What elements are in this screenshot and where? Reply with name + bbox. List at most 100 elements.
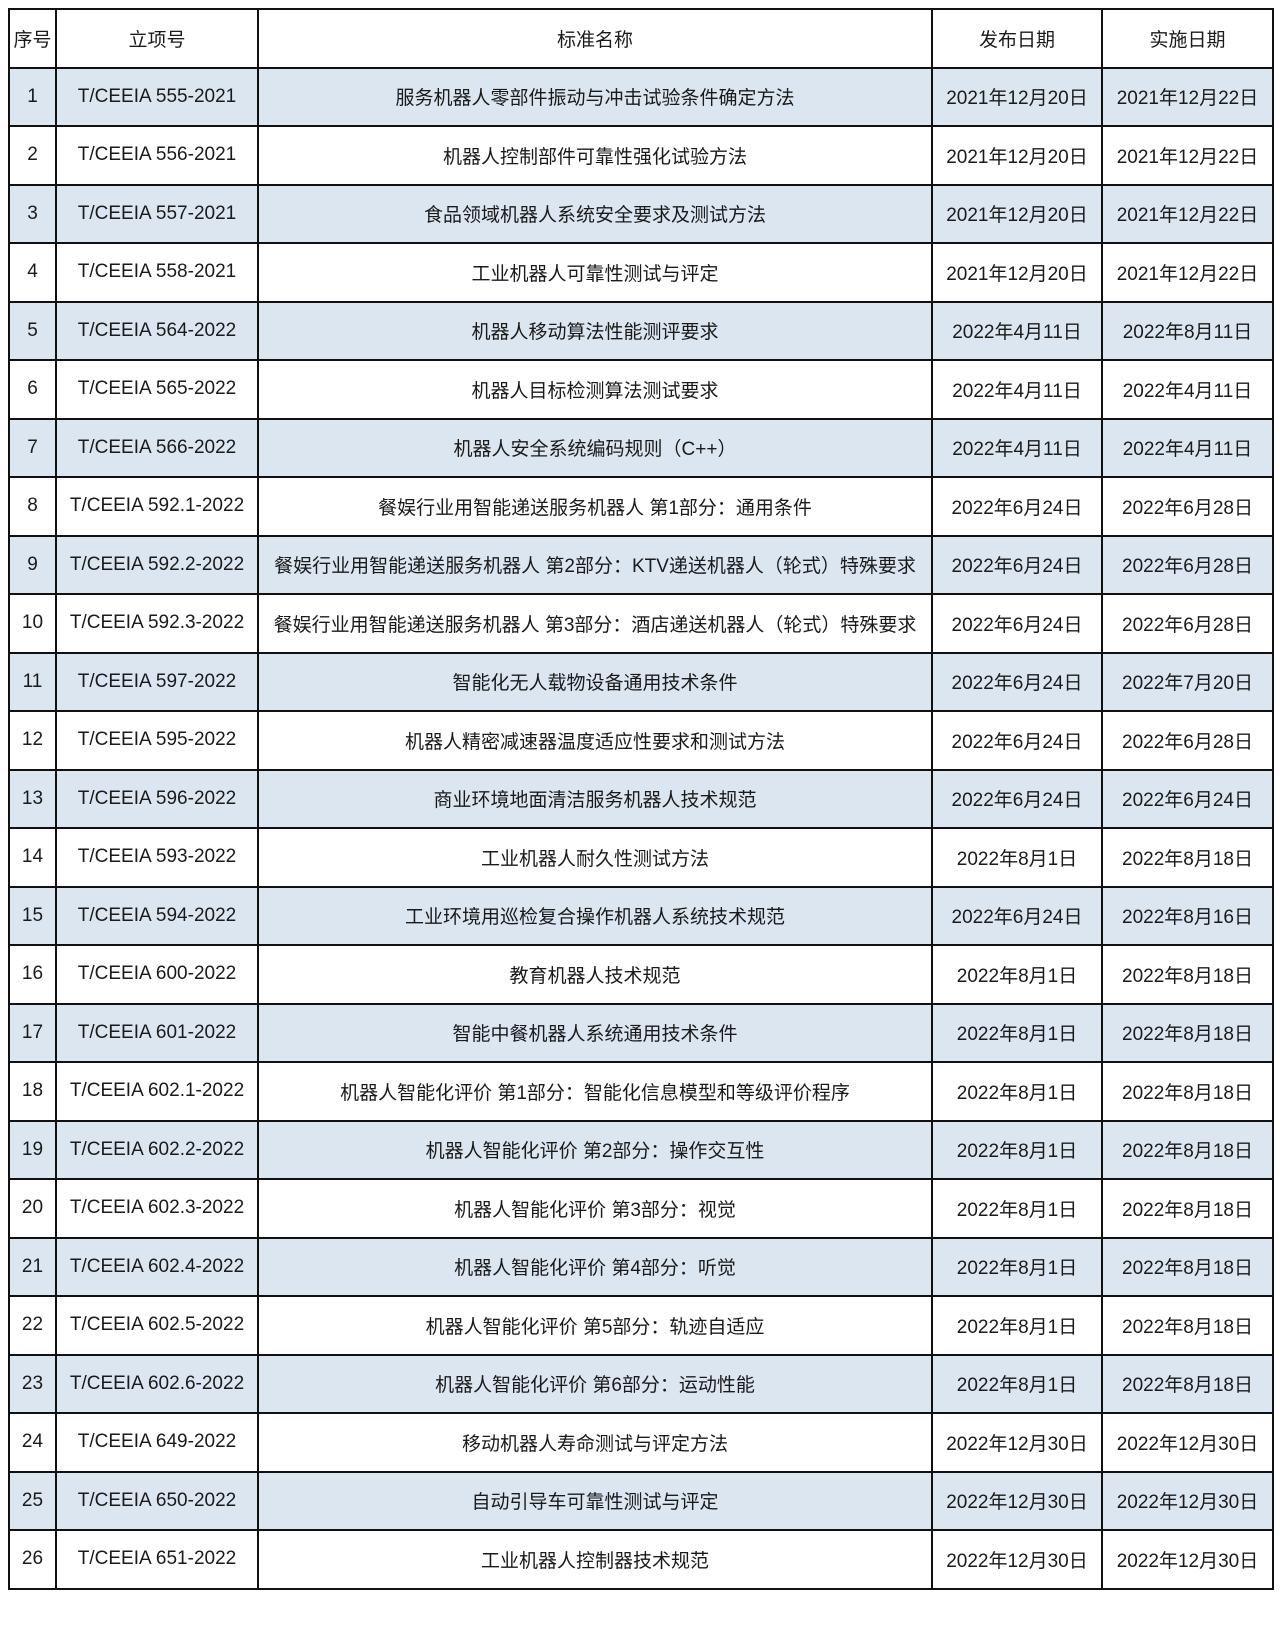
cell-standard-name: 智能化无人载物设备通用技术条件 (257, 651, 933, 712)
cell-standard-name: 机器人智能化评价 第2部分：操作交互性 (257, 1119, 933, 1180)
cell-project-number: T/CEEIA 592.1-2022 (55, 476, 259, 537)
cell-publish-date: 2022年8月1日 (931, 944, 1103, 1005)
cell-standard-name: 餐娱行业用智能递送服务机器人 第3部分：酒店递送机器人（轮式）特殊要求 (257, 593, 933, 654)
cell-index: 10 (8, 593, 57, 654)
table-row: 15 T/CEEIA 594-2022 工业环境用巡检复合操作机器人系统技术规范 20… (8, 885, 1274, 946)
cell-implement-date: 2022年8月18日 (1101, 1002, 1274, 1063)
cell-implement-date: 2022年4月11日 (1101, 417, 1274, 478)
cell-implement-date: 2022年8月18日 (1101, 1178, 1274, 1239)
table-row: 12 T/CEEIA 595-2022 机器人精密减速器温度适应性要求和测试方法 20… (8, 710, 1274, 771)
cell-implement-date: 2022年8月16日 (1101, 885, 1274, 946)
cell-project-number: T/CEEIA 594-2022 (55, 885, 259, 946)
cell-publish-date: 2022年8月1日 (931, 1178, 1103, 1239)
cell-publish-date: 2022年8月1日 (931, 1061, 1103, 1122)
cell-implement-date: 2022年7月20日 (1101, 651, 1274, 712)
cell-index: 20 (8, 1178, 57, 1239)
cell-project-number: T/CEEIA 596-2022 (55, 768, 259, 829)
table-row: 6 T/CEEIA 565-2022 机器人目标检测算法测试要求 2022年4月11日… (8, 359, 1274, 420)
cell-standard-name: 食品领域机器人系统安全要求及测试方法 (257, 183, 933, 244)
cell-publish-date: 2022年6月24日 (931, 710, 1103, 771)
cell-publish-date: 2022年12月30日 (931, 1412, 1103, 1473)
cell-standard-name: 服务机器人零部件振动与冲击试验条件确定方法 (257, 66, 933, 127)
cell-project-number: T/CEEIA 564-2022 (55, 300, 259, 361)
cell-index: 25 (8, 1470, 57, 1531)
cell-index: 7 (8, 417, 57, 478)
cell-publish-date: 2022年8月1日 (931, 1353, 1103, 1414)
cell-standard-name: 机器人移动算法性能测评要求 (257, 300, 933, 361)
cell-publish-date: 2022年12月30日 (931, 1529, 1103, 1590)
cell-publish-date: 2022年8月1日 (931, 1002, 1103, 1063)
table-row: 26 T/CEEIA 651-2022 工业机器人控制器技术规范 2022年12月30… (8, 1529, 1274, 1590)
cell-standard-name: 机器人智能化评价 第4部分：听觉 (257, 1236, 933, 1297)
cell-publish-date: 2022年12月30日 (931, 1470, 1103, 1531)
cell-index: 9 (8, 534, 57, 595)
table-row: 9 T/CEEIA 592.2-2022 餐娱行业用智能递送服务机器人 第2部分：K… (8, 534, 1274, 595)
cell-project-number: T/CEEIA 558-2021 (55, 242, 259, 303)
table-row: 25 T/CEEIA 650-2022 自动引导车可靠性测试与评定 2022年12月3… (8, 1470, 1274, 1531)
cell-project-number: T/CEEIA 602.4-2022 (55, 1236, 259, 1297)
cell-standard-name: 机器人目标检测算法测试要求 (257, 359, 933, 420)
cell-standard-name: 工业机器人可靠性测试与评定 (257, 242, 933, 303)
table-row: 16 T/CEEIA 600-2022 教育机器人技术规范 2022年8月1日 2022… (8, 944, 1274, 1005)
cell-project-number: T/CEEIA 592.3-2022 (55, 593, 259, 654)
cell-publish-date: 2022年4月11日 (931, 417, 1103, 478)
cell-standard-name: 工业机器人耐久性测试方法 (257, 827, 933, 888)
cell-publish-date: 2021年12月20日 (931, 242, 1103, 303)
cell-publish-date: 2022年6月24日 (931, 476, 1103, 537)
cell-publish-date: 2021年12月20日 (931, 125, 1103, 186)
cell-index: 16 (8, 944, 57, 1005)
cell-implement-date: 2022年12月30日 (1101, 1412, 1274, 1473)
cell-standard-name: 机器人智能化评价 第1部分：智能化信息模型和等级评价程序 (257, 1061, 933, 1122)
cell-implement-date: 2022年8月11日 (1101, 300, 1274, 361)
cell-index: 5 (8, 300, 57, 361)
cell-implement-date: 2021年12月22日 (1101, 183, 1274, 244)
table-row: 24 T/CEEIA 649-2022 移动机器人寿命测试与评定方法 2022年12月… (8, 1412, 1274, 1473)
table-row: 8 T/CEEIA 592.1-2022 餐娱行业用智能递送服务机器人 第1部分：通… (8, 476, 1274, 537)
cell-implement-date: 2022年8月18日 (1101, 1353, 1274, 1414)
cell-publish-date: 2022年4月11日 (931, 300, 1103, 361)
cell-standard-name: 机器人智能化评价 第5部分：轨迹自适应 (257, 1295, 933, 1356)
cell-publish-date: 2022年6月24日 (931, 593, 1103, 654)
cell-implement-date: 2021年12月22日 (1101, 66, 1274, 127)
table-row: 1 T/CEEIA 555-2021 服务机器人零部件振动与冲击试验条件确定方法 20… (8, 66, 1274, 127)
cell-index: 11 (8, 651, 57, 712)
cell-project-number: T/CEEIA 602.1-2022 (55, 1061, 259, 1122)
cell-implement-date: 2022年6月28日 (1101, 534, 1274, 595)
cell-project-number: T/CEEIA 650-2022 (55, 1470, 259, 1531)
cell-implement-date: 2022年8月18日 (1101, 1061, 1274, 1122)
table-row: 10 T/CEEIA 592.3-2022 餐娱行业用智能递送服务机器人 第3部分：… (8, 593, 1274, 654)
cell-publish-date: 2022年4月11日 (931, 359, 1103, 420)
cell-project-number: T/CEEIA 593-2022 (55, 827, 259, 888)
cell-index: 17 (8, 1002, 57, 1063)
cell-implement-date: 2022年8月18日 (1101, 827, 1274, 888)
cell-index: 24 (8, 1412, 57, 1473)
cell-publish-date: 2021年12月20日 (931, 183, 1103, 244)
cell-index: 14 (8, 827, 57, 888)
cell-project-number: T/CEEIA 592.2-2022 (55, 534, 259, 595)
cell-project-number: T/CEEIA 602.3-2022 (55, 1178, 259, 1239)
cell-project-number: T/CEEIA 595-2022 (55, 710, 259, 771)
table-row: 2 T/CEEIA 556-2021 机器人控制部件可靠性强化试验方法 2021年12… (8, 125, 1274, 186)
cell-publish-date: 2021年12月20日 (931, 66, 1103, 127)
header-publish-date: 发布日期 (931, 8, 1103, 69)
cell-standard-name: 教育机器人技术规范 (257, 944, 933, 1005)
cell-implement-date: 2022年12月30日 (1101, 1470, 1274, 1531)
table-row: 7 T/CEEIA 566-2022 机器人安全系统编码规则（C++） 2022年4月… (8, 417, 1274, 478)
cell-index: 23 (8, 1353, 57, 1414)
cell-index: 18 (8, 1061, 57, 1122)
cell-implement-date: 2022年6月28日 (1101, 710, 1274, 771)
cell-implement-date: 2021年12月22日 (1101, 125, 1274, 186)
cell-index: 4 (8, 242, 57, 303)
header-project-number: 立项号 (55, 8, 259, 69)
cell-index: 1 (8, 66, 57, 127)
cell-standard-name: 机器人控制部件可靠性强化试验方法 (257, 125, 933, 186)
header-implement-date: 实施日期 (1101, 8, 1274, 69)
cell-implement-date: 2022年6月24日 (1101, 768, 1274, 829)
cell-index: 21 (8, 1236, 57, 1297)
cell-publish-date: 2022年8月1日 (931, 1119, 1103, 1180)
cell-index: 2 (8, 125, 57, 186)
table-row: 13 T/CEEIA 596-2022 商业环境地面清洁服务机器人技术规范 2022年… (8, 768, 1274, 829)
table-row: 18 T/CEEIA 602.1-2022 机器人智能化评价 第1部分：智能化信息模… (8, 1061, 1274, 1122)
cell-standard-name: 机器人智能化评价 第3部分：视觉 (257, 1178, 933, 1239)
cell-standard-name: 机器人安全系统编码规则（C++） (257, 417, 933, 478)
